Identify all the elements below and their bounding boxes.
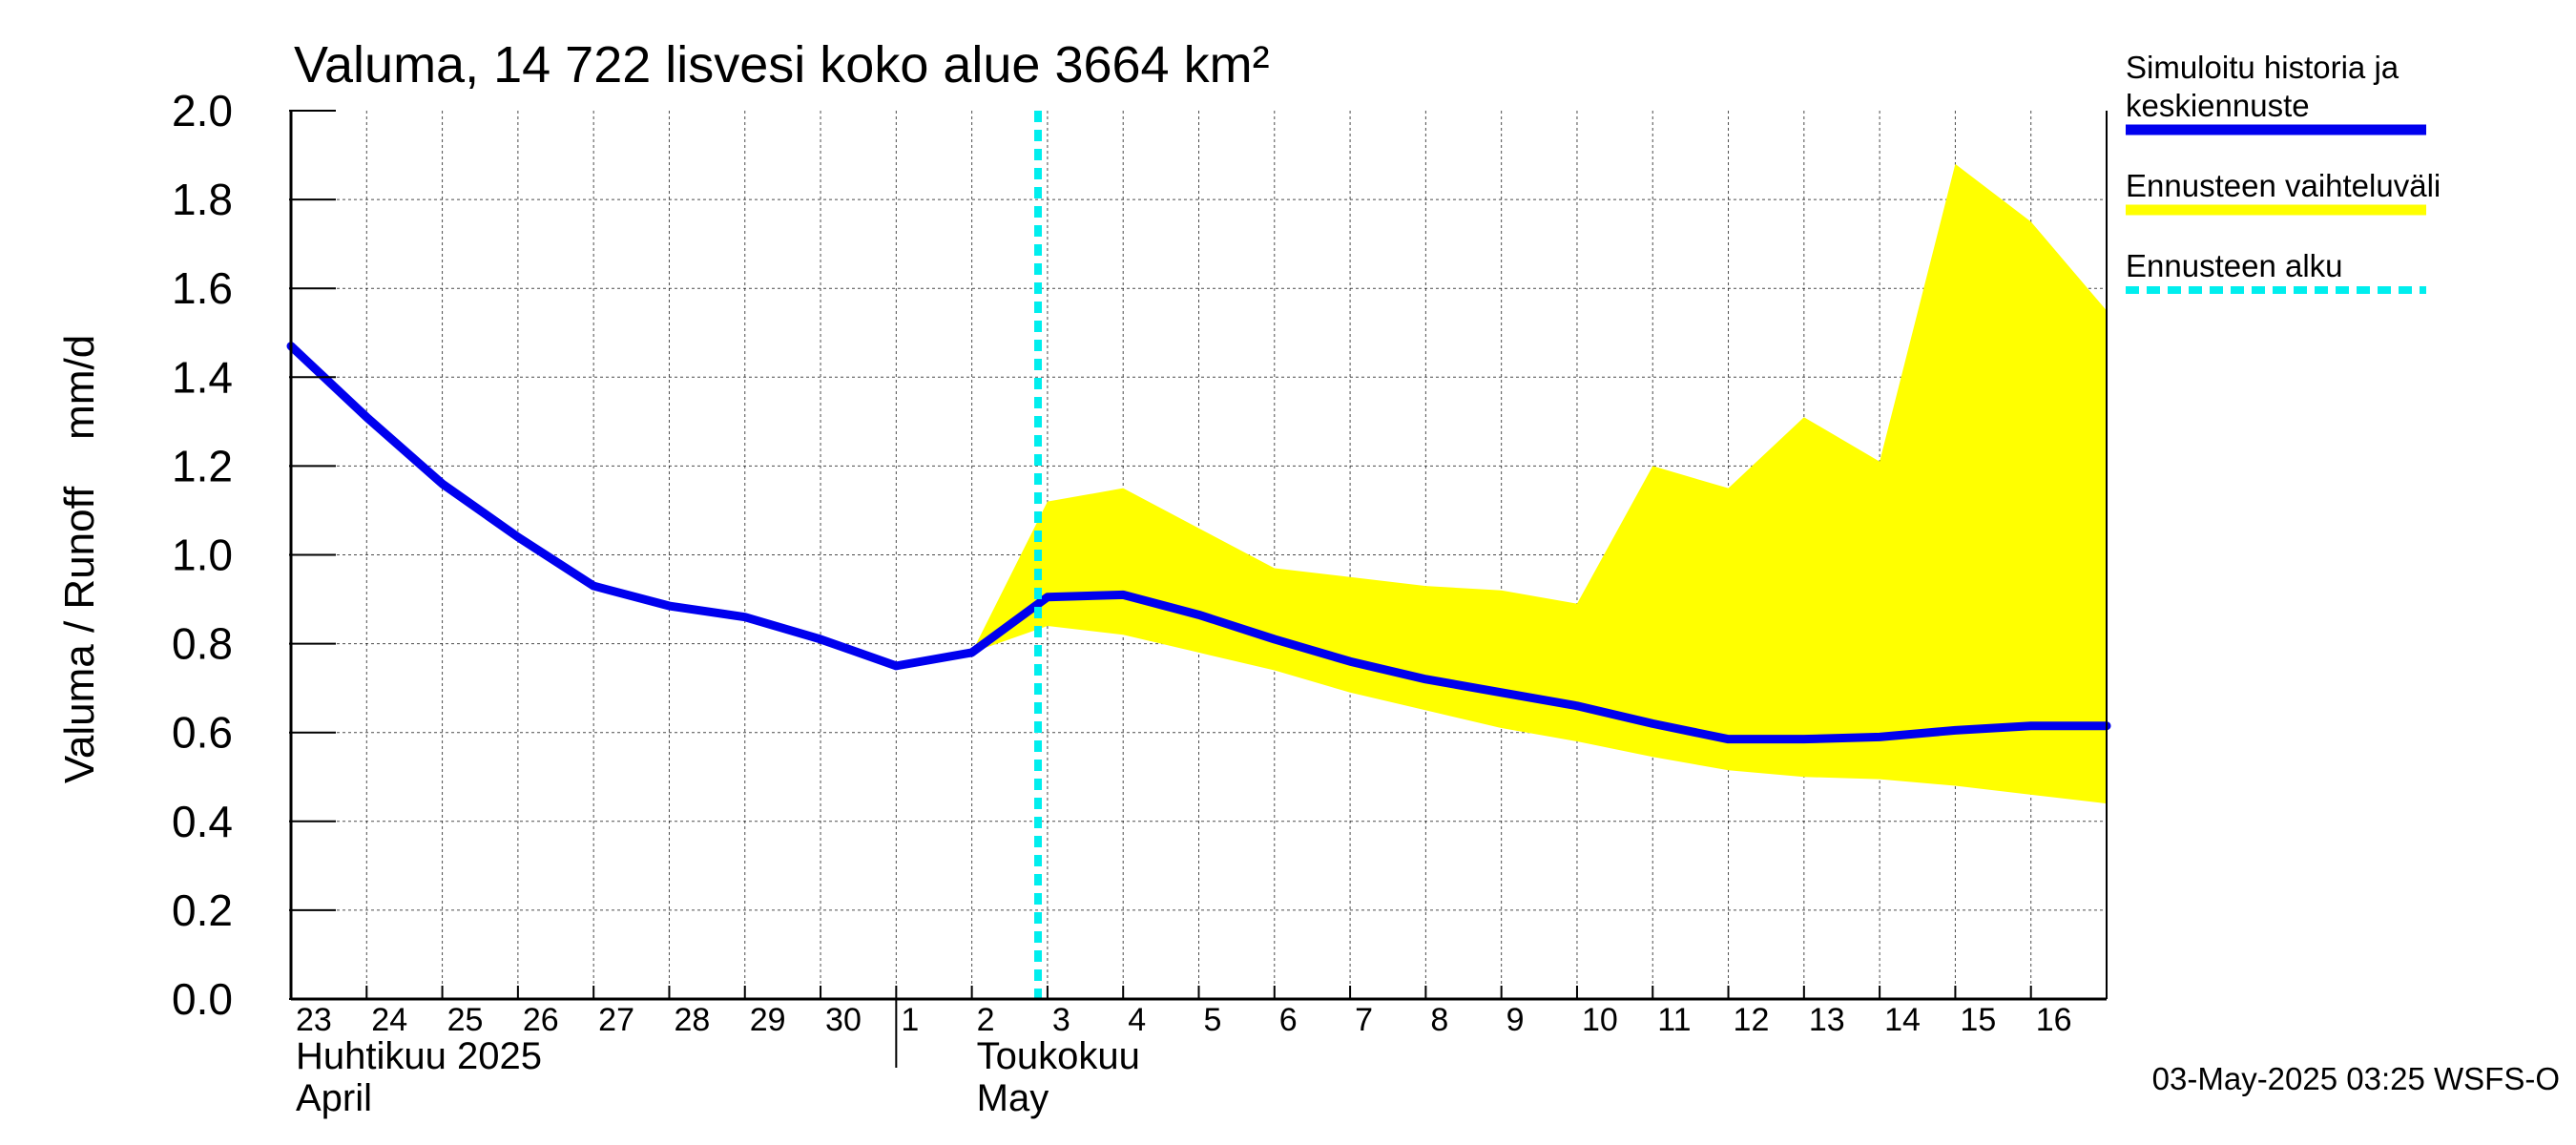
series-lines bbox=[286, 111, 2111, 999]
month-label-english: April bbox=[296, 1077, 372, 1119]
legend-label: Ennusteen alku bbox=[2126, 248, 2343, 283]
x-tick-label: 27 bbox=[598, 1002, 634, 1038]
y-tick-label: 1.4 bbox=[172, 352, 233, 402]
x-tick-label: 15 bbox=[1960, 1002, 1996, 1038]
axes bbox=[289, 110, 2108, 1068]
x-tick-label: 13 bbox=[1809, 1002, 1845, 1038]
x-tick-label: 23 bbox=[296, 1002, 332, 1038]
legend-label: keskiennuste bbox=[2126, 88, 2310, 123]
x-tick-label: 28 bbox=[674, 1002, 710, 1038]
month-label: Toukokuu bbox=[977, 1035, 1140, 1077]
x-tick-label: 24 bbox=[371, 1002, 407, 1038]
x-tick-label: 10 bbox=[1582, 1002, 1618, 1038]
mean-forecast-line bbox=[286, 342, 2111, 744]
x-tick-label: 6 bbox=[1279, 1002, 1298, 1038]
y-tick-label: 0.8 bbox=[172, 619, 233, 669]
x-tick-label: 5 bbox=[1204, 1002, 1222, 1038]
y-tick-label: 2.0 bbox=[172, 86, 233, 135]
x-tick-label: 3 bbox=[1052, 1002, 1070, 1038]
y-tick-label: 0.4 bbox=[172, 797, 233, 846]
y-tick-labels: 0.0 0.2 0.4 0.6 0.8 1.0 1.2 1.4 1.6 1.8 2.0 bbox=[172, 86, 233, 1024]
x-tick-label: 2 bbox=[977, 1002, 995, 1038]
x-tick-label: 8 bbox=[1430, 1002, 1448, 1038]
x-tick-label: 30 bbox=[825, 1002, 862, 1038]
x-tick-label: 26 bbox=[523, 1002, 559, 1038]
month-label-english: May bbox=[977, 1077, 1049, 1119]
y-tick-label: 0.0 bbox=[172, 974, 233, 1024]
legend-label: Ennusteen vaihteluväli bbox=[2126, 168, 2441, 203]
x-tick-label: 1 bbox=[901, 1002, 919, 1038]
x-tick-label: 12 bbox=[1734, 1002, 1770, 1038]
x-tick-label: 9 bbox=[1506, 1002, 1525, 1038]
y-tick-label: 0.6 bbox=[172, 708, 233, 758]
x-tick-label: 4 bbox=[1128, 1002, 1146, 1038]
forecast-range-area bbox=[971, 163, 2107, 804]
y-axis-label: Valuma / Runoff mm/d bbox=[56, 335, 103, 783]
x-tick-label: 16 bbox=[2036, 1002, 2072, 1038]
footer-timestamp: 03-May-2025 03:25 WSFS-O bbox=[2152, 1061, 2560, 1096]
y-tick-label: 0.2 bbox=[172, 885, 233, 935]
legend-label: Simuloitu historia ja bbox=[2126, 50, 2399, 85]
y-tick-label: 1.8 bbox=[172, 175, 233, 224]
x-tick-label: 25 bbox=[447, 1002, 484, 1038]
x-tick-labels: 23 24 25 26 27 28 29 30 1 2 3 4 5 6 7 8 9 10 11 12 13 14 15 16 bbox=[296, 1002, 2072, 1038]
x-tick-label: 7 bbox=[1355, 1002, 1373, 1038]
y-tick-label: 1.0 bbox=[172, 531, 233, 580]
chart-title: Valuma, 14 722 lisvesi koko alue 3664 km… bbox=[294, 36, 1270, 94]
y-tick-label: 1.6 bbox=[172, 263, 233, 313]
y-tick-label: 1.2 bbox=[172, 441, 233, 490]
x-tick-label: 11 bbox=[1657, 1002, 1691, 1038]
month-label: Huhtikuu 2025 bbox=[296, 1035, 542, 1077]
x-tick-label: 14 bbox=[1884, 1002, 1921, 1038]
x-tick-label: 29 bbox=[750, 1002, 786, 1038]
forecast-range-band bbox=[971, 163, 2107, 804]
